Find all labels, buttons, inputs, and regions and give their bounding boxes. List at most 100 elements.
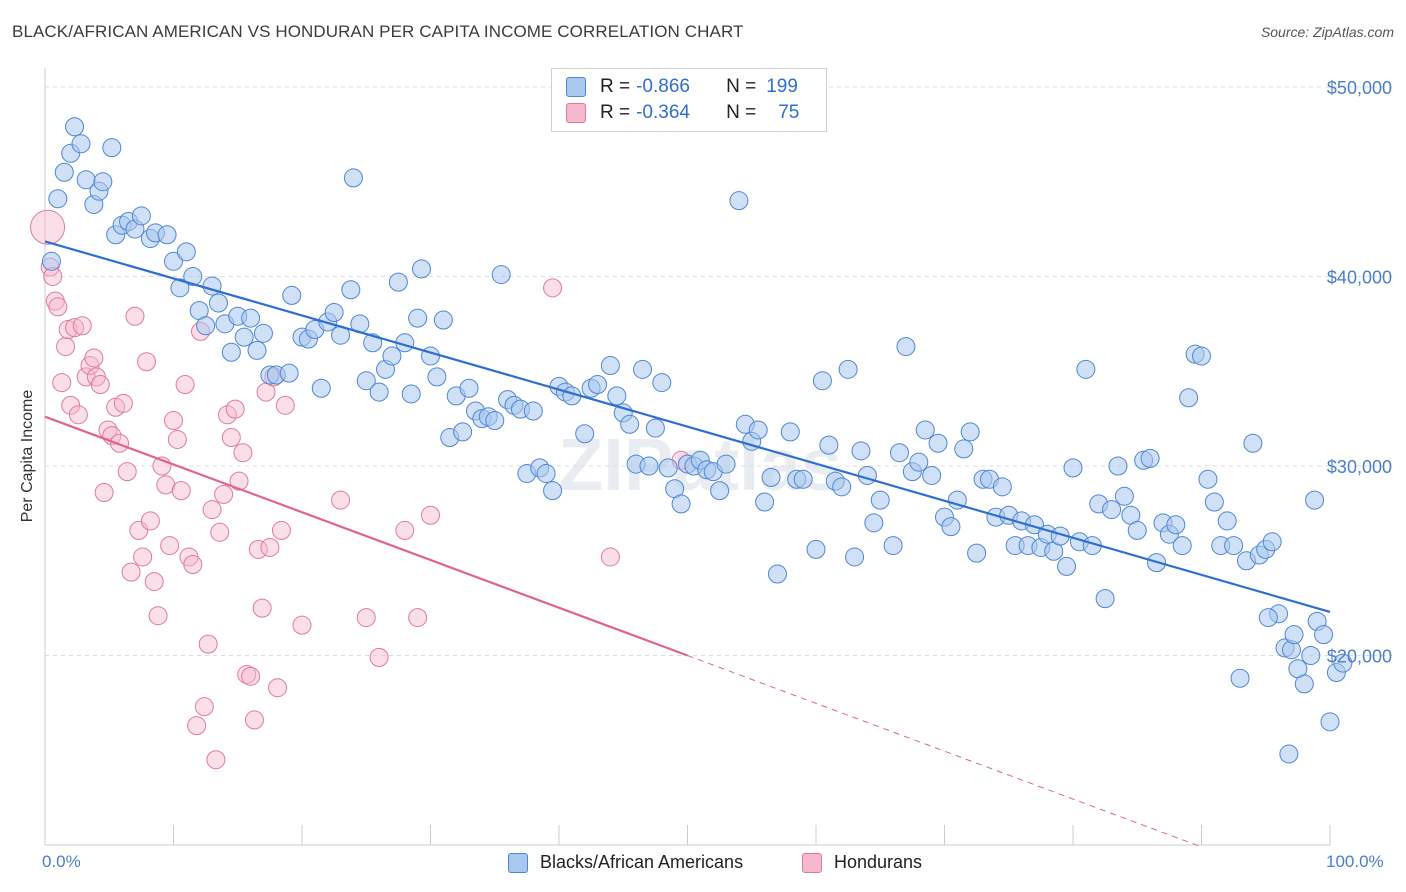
data-point-black-african-american [819, 435, 839, 455]
data-point-black-african-american [915, 420, 935, 440]
data-point-honduran [175, 374, 195, 394]
data-point-black-african-american [806, 539, 826, 559]
data-point-black-african-american [459, 378, 479, 398]
legend-item-hondurans[interactable]: Hondurans [802, 852, 922, 873]
data-point-black-african-american [780, 422, 800, 442]
data-point-black-african-american [433, 310, 453, 330]
data-point-black-african-american [633, 359, 653, 379]
data-point-honduran [244, 710, 264, 730]
data-point-black-african-american [652, 373, 672, 393]
data-point-black-african-american [575, 424, 595, 444]
data-point-black-african-american [65, 117, 85, 137]
data-point-honduran [271, 520, 291, 540]
data-point-black-african-american [838, 359, 858, 379]
legend-n-label: N = [726, 102, 757, 123]
legend-row-hondurans: R = -0.364 N = 75 [566, 101, 799, 125]
data-point-black-african-american [851, 441, 871, 461]
data-point-black-african-american [408, 308, 428, 328]
data-point-honduran [252, 598, 272, 618]
data-point-black-african-american [1127, 520, 1147, 540]
data-point-black-african-american [671, 494, 691, 514]
data-point-black-african-american [247, 340, 267, 360]
series-hondurans [30, 209, 691, 770]
series-legend: Blacks/African Americans Hondurans [0, 852, 1406, 878]
data-point-black-african-american [1294, 674, 1314, 694]
data-point-black-african-american [48, 189, 68, 209]
data-point-black-african-american [588, 374, 608, 394]
data-point-black-african-american [639, 456, 659, 476]
data-point-black-african-american [412, 259, 432, 279]
data-point-honduran [275, 395, 295, 415]
data-point-black-african-american [812, 371, 832, 391]
data-point-black-african-american [491, 265, 511, 285]
data-point-black-african-american [311, 378, 331, 398]
data-point-honduran [167, 429, 187, 449]
data-point-black-african-american [992, 477, 1012, 497]
data-point-black-african-american [1262, 532, 1282, 552]
legend-n-value: 75 [778, 102, 800, 123]
data-point-black-african-american [1204, 492, 1224, 512]
data-point-black-african-american [1198, 469, 1218, 489]
legend-r-label: R = [600, 76, 631, 97]
data-point-black-african-american [755, 492, 775, 512]
chart-title: BLACK/AFRICAN AMERICAN VS HONDURAN PER C… [12, 22, 744, 41]
data-point-black-african-american [729, 191, 749, 211]
axes [44, 68, 1331, 846]
data-point-black-african-american [793, 469, 813, 489]
data-point-black-african-american [620, 414, 640, 434]
data-point-black-african-american [1314, 625, 1334, 645]
data-point-honduran [65, 318, 85, 338]
data-point-black-african-american [382, 346, 402, 366]
x-tick-label-min: 0.0% [42, 852, 81, 871]
legend-row-blacks: R = -0.866 N = 199 [566, 75, 798, 99]
data-point-honduran [84, 348, 104, 368]
data-point-black-african-american [1179, 388, 1199, 408]
data-point-honduran [61, 395, 81, 415]
data-point-black-african-american [183, 266, 203, 286]
data-point-honduran [94, 483, 114, 503]
data-point-black-african-american [909, 452, 929, 472]
data-point-honduran [194, 697, 214, 717]
data-point-black-african-american [102, 138, 122, 158]
data-point-black-african-american [748, 420, 768, 440]
data-point-honduran [202, 500, 222, 520]
data-point-black-african-american [208, 293, 228, 313]
data-point-honduran [187, 716, 207, 736]
data-point-black-african-american [196, 316, 216, 336]
data-point-black-african-american [369, 382, 389, 402]
data-point-honduran [241, 666, 261, 686]
data-point-black-african-american [1217, 511, 1237, 531]
data-point-black-african-american [954, 439, 974, 459]
data-point-honduran [58, 320, 78, 340]
legend-r-value: -0.364 [636, 102, 690, 123]
data-point-honduran [56, 337, 76, 357]
data-point-black-african-american [967, 543, 987, 563]
data-point-black-african-american [221, 342, 241, 362]
trend-line-blacks [44, 240, 1331, 613]
data-point-honduran [221, 428, 241, 448]
data-point-black-african-american [1192, 346, 1211, 366]
data-point-honduran [72, 316, 92, 336]
data-point-black-african-american [960, 422, 980, 442]
legend-label-blacks: Blacks/African Americans [540, 852, 744, 872]
data-point-black-african-american [1320, 712, 1340, 732]
trend-line-hondurans-extension [687, 655, 1202, 848]
data-point-black-african-american [1333, 653, 1353, 673]
x-tick-label-max: 100.0% [1326, 852, 1384, 871]
data-point-black-african-american [1076, 359, 1096, 379]
data-point-black-african-american [170, 278, 190, 298]
data-point-black-african-american [1102, 500, 1122, 520]
data-point-black-african-american [1301, 645, 1321, 665]
y-tick-label: $20,000 [1327, 646, 1392, 666]
data-point-honduran [133, 547, 153, 567]
data-point-black-african-american [1063, 458, 1083, 478]
data-point-honduran [369, 647, 389, 667]
data-point-honduran [600, 547, 620, 567]
legend-item-blacks[interactable]: Blacks/African Americans [508, 852, 743, 873]
data-point-black-african-american [1243, 433, 1263, 453]
data-point-black-african-american [1172, 536, 1192, 556]
data-point-black-african-american [485, 410, 505, 430]
data-point-honduran [48, 297, 68, 317]
data-point-honduran [160, 536, 180, 556]
y-tick-label: $40,000 [1327, 267, 1392, 287]
